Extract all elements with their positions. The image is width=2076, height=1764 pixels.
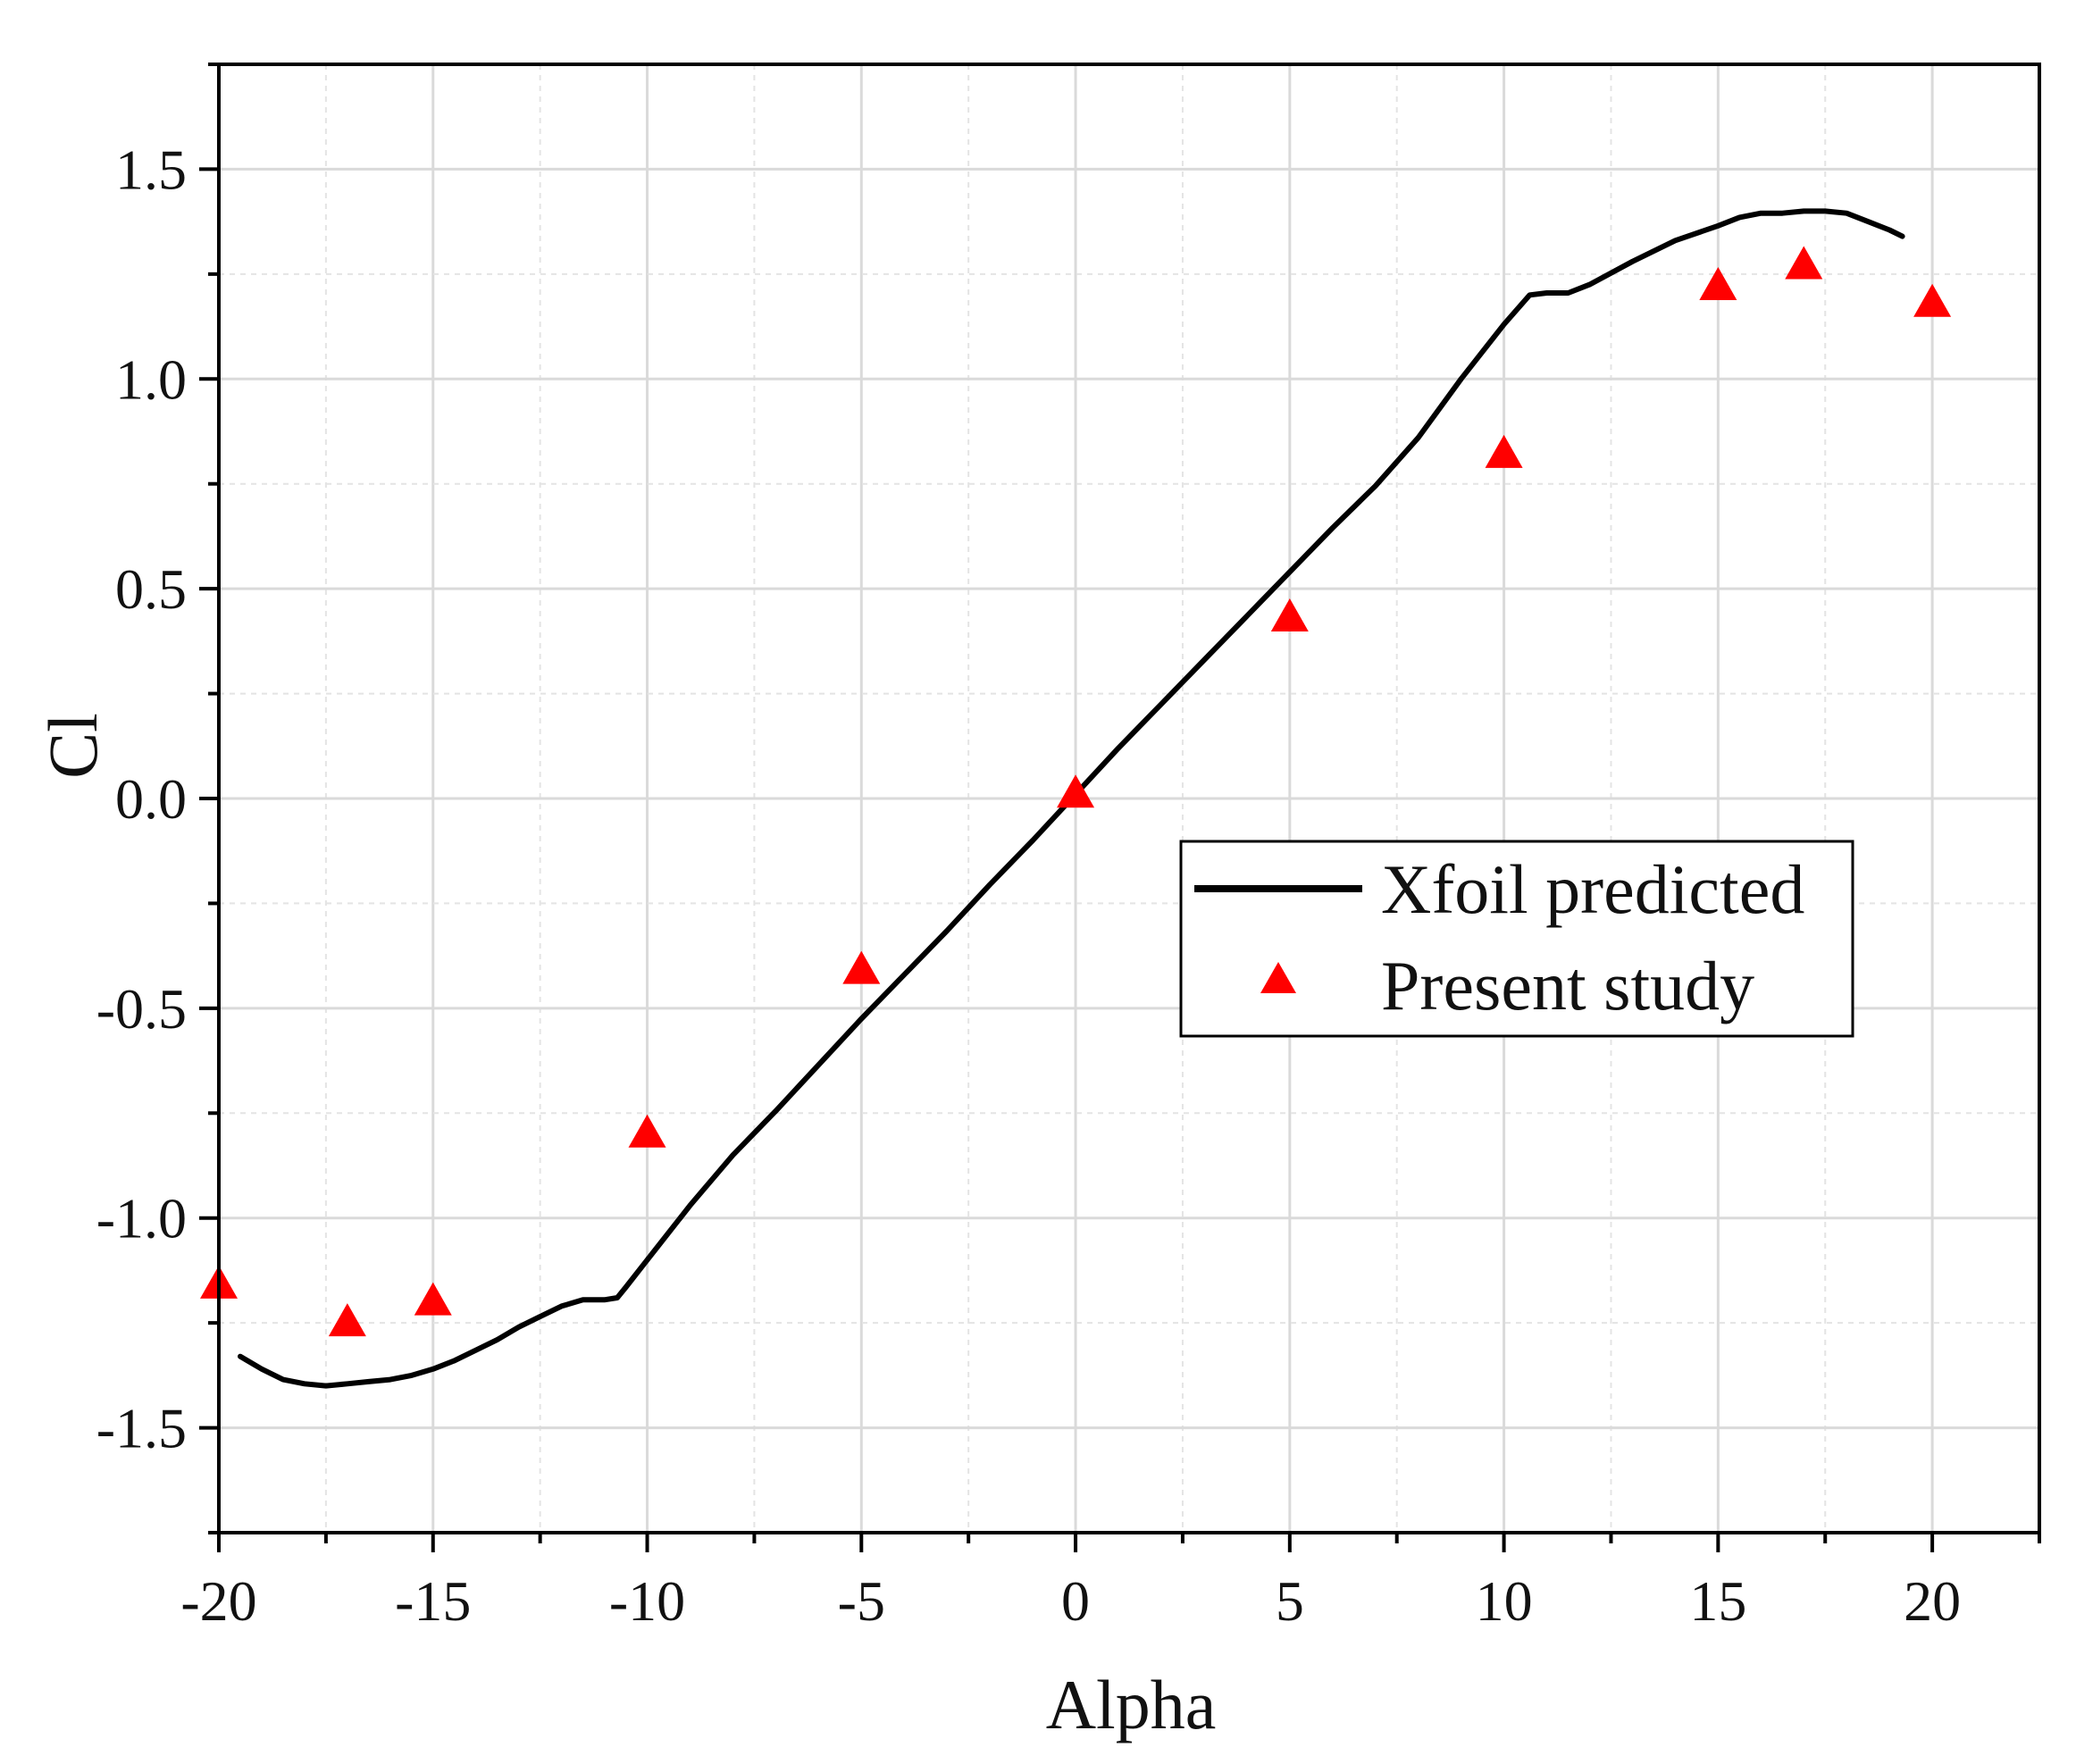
data-point-present-study [1270,598,1309,632]
data-point-present-study [1913,283,1952,317]
data-point-present-study [842,950,881,984]
data-point-present-study [1699,266,1737,300]
legend-box [1179,840,1854,1038]
x-tick-label: 10 [1476,1569,1533,1633]
x-axis: -20 -15 -10 -5 0 5 10 15 20 [180,1533,2041,1633]
y-tick-label: -1.0 [96,1187,187,1250]
x-tick-label: -5 [838,1569,885,1633]
series-line-xfoil-predicted [238,208,1905,1389]
y-tick-label: 0.0 [115,767,187,831]
series-layer [200,208,1952,1389]
legend: Xfoil predicted Present study [1179,840,1854,1038]
x-tick-label: 20 [1904,1569,1961,1633]
x-tick-label: 15 [1689,1569,1746,1633]
x-tick-label: -10 [609,1569,685,1633]
data-point-present-study [1485,434,1523,468]
legend-label-present-study: Present study [1381,947,1754,1024]
data-point-present-study [628,1114,666,1148]
plot-frame [217,63,2041,1534]
data-point-present-study [414,1282,452,1316]
data-point-present-study [1057,774,1095,808]
y-tick-label: -0.5 [96,977,187,1041]
data-point-present-study [1785,246,1823,280]
x-tick-label: -15 [395,1569,471,1633]
y-tick-label: 0.5 [115,557,187,621]
x-tick-label: -20 [180,1569,256,1633]
data-point-present-study [328,1303,366,1337]
y-tick-label: 1.5 [115,138,187,201]
x-axis-title: Alpha [1046,1666,1217,1743]
grid [217,63,2040,1534]
y-tick-label: 1.0 [115,347,187,411]
y-axis: -1.5 -1.0 -0.5 0.0 0.5 1.0 1.5 [96,63,219,1534]
x-tick-label: 5 [1276,1569,1304,1633]
x-tick-label: 0 [1061,1569,1090,1633]
y-tick-label: -1.5 [96,1397,187,1460]
legend-triangle-marker [1260,962,1296,993]
y-axis-title: Cl [34,713,112,779]
legend-label-xfoil: Xfoil predicted [1381,850,1804,928]
